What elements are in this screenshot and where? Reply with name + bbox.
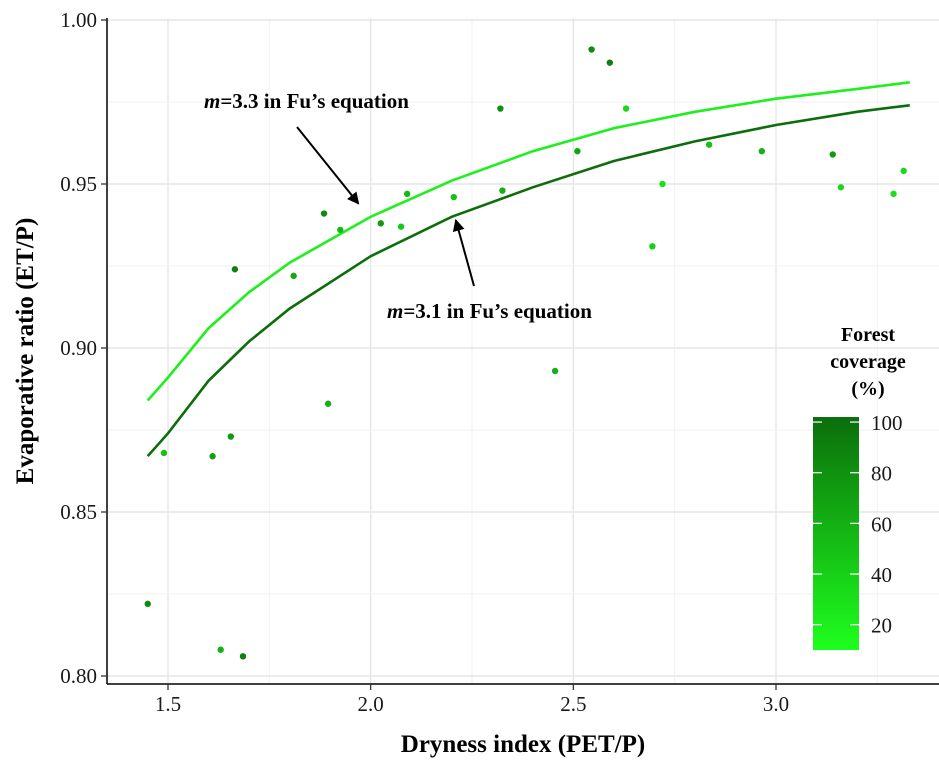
fit-curve-1 — [146, 104, 910, 458]
data-point — [588, 46, 595, 53]
data-point — [829, 151, 836, 158]
x-tick-label: 1.5 — [155, 692, 181, 716]
x-tick-label: 2.0 — [358, 692, 384, 716]
data-point — [217, 646, 224, 653]
grid-lines — [107, 18, 939, 684]
legend-tick-label: 80 — [871, 462, 892, 486]
data-point — [324, 400, 332, 407]
data-point — [574, 148, 581, 155]
data-point — [231, 266, 239, 273]
data-point — [290, 272, 297, 280]
legend-tick-label: 60 — [871, 512, 892, 536]
annotation-italic: m — [204, 89, 220, 113]
y-tick-label: 0.90 — [60, 336, 97, 360]
annotation-arrow — [452, 218, 475, 287]
data-point — [705, 141, 713, 148]
data-point — [622, 105, 630, 112]
data-point — [227, 433, 235, 440]
annotation-text: =3.1 in Fu’s equation — [403, 299, 592, 323]
data-point — [497, 105, 504, 112]
data-point — [160, 449, 168, 457]
annotation-label: m=3.1 in Fu’s equation — [387, 299, 592, 323]
annotation-italic: m — [387, 299, 403, 323]
y-tick-label: 0.95 — [60, 172, 97, 196]
data-point — [606, 59, 614, 66]
data-point — [649, 243, 656, 250]
data-point — [758, 148, 766, 155]
fit-curves — [146, 81, 910, 458]
annotation-arrow — [296, 126, 360, 205]
legend-tick-label: 40 — [871, 563, 892, 587]
data-point — [837, 184, 845, 191]
x-axis-title: Dryness index (PET/P) — [401, 731, 645, 758]
y-tick-label: 1.00 — [60, 8, 97, 32]
data-point — [450, 193, 457, 201]
legend-title-line: (%) — [851, 378, 884, 400]
scatter-points — [144, 46, 907, 660]
legend-tick-label: 20 — [871, 614, 892, 638]
data-point — [551, 367, 559, 375]
data-point — [209, 453, 216, 460]
data-point — [320, 210, 328, 217]
legend-tick-label: 100 — [871, 411, 903, 435]
data-point — [144, 600, 151, 608]
annotation-label: m=3.3 in Fu’s equation — [204, 89, 409, 113]
legend-title-line: Forest — [841, 324, 895, 346]
fit-curve-0 — [146, 81, 910, 402]
color-legend: Forest coverage (%) 20 40 60 80 100 — [813, 324, 906, 650]
legend-color-bar — [813, 417, 859, 650]
data-point — [890, 190, 897, 198]
y-tick-label: 0.85 — [60, 500, 97, 524]
data-point — [659, 180, 666, 188]
data-point — [499, 187, 506, 194]
y-tick-label: 0.80 — [60, 664, 97, 688]
data-point — [377, 220, 384, 227]
y-axis-title: Evaporative ratio (ET/P) — [12, 218, 39, 485]
data-point — [337, 226, 344, 234]
data-point — [403, 190, 411, 198]
axes: 1.5 2.0 2.5 3.0 0.80 0.85 0.90 0.95 1.00 Dryness … — [12, 8, 939, 758]
x-tick-label: 3.0 — [763, 692, 789, 716]
x-tick-label: 2.5 — [560, 692, 586, 716]
data-point — [239, 653, 247, 660]
data-point — [900, 167, 907, 175]
legend-title-line: coverage — [830, 351, 906, 373]
data-point — [397, 223, 405, 230]
annotation-text: =3.3 in Fu’s equation — [220, 89, 409, 113]
